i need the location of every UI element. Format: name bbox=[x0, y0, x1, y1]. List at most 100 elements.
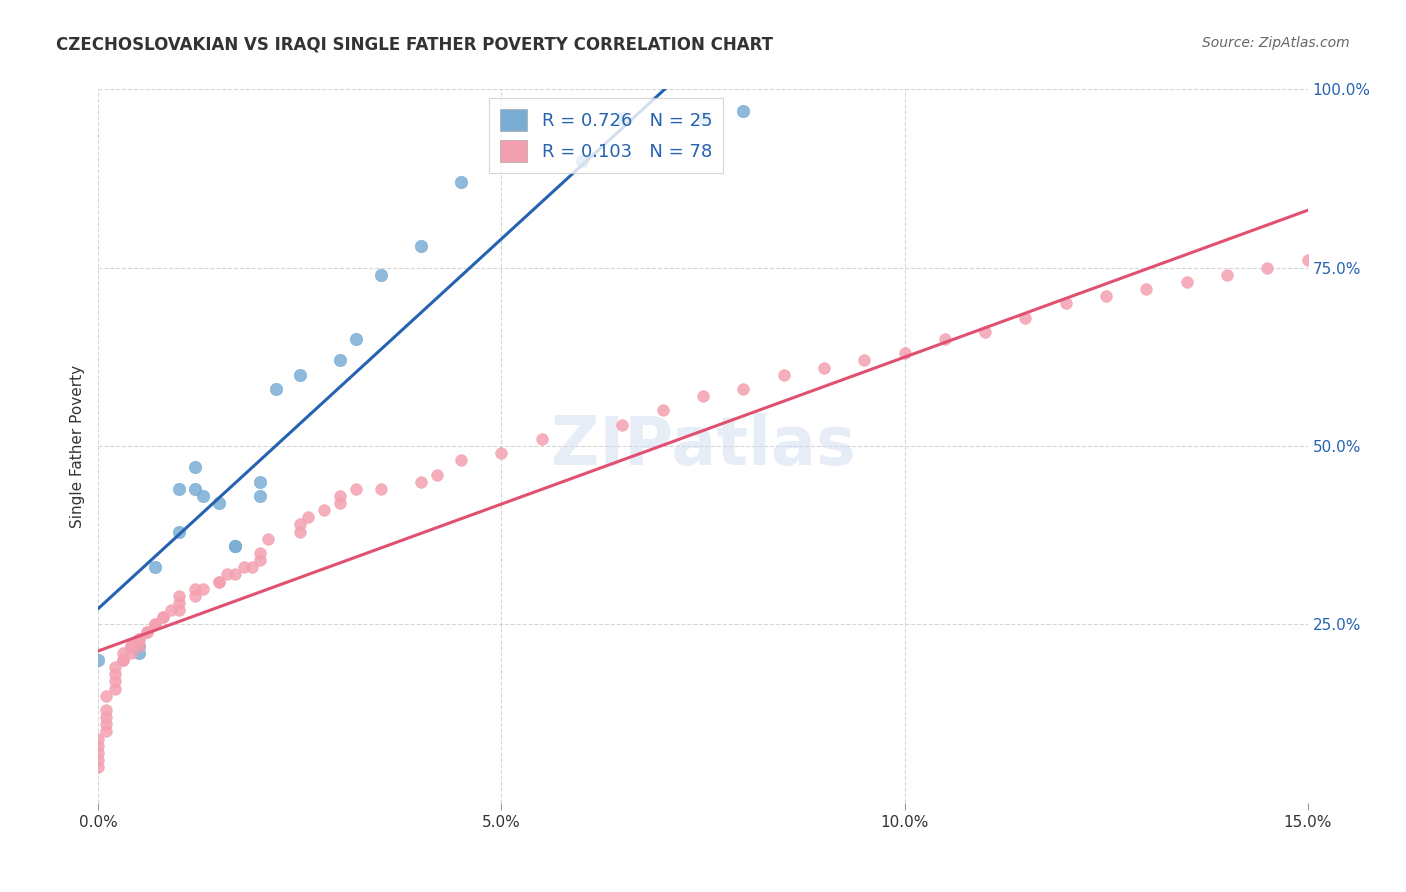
Point bbox=[143, 560, 166, 574]
Point bbox=[692, 111, 714, 125]
Point bbox=[329, 496, 352, 510]
Point bbox=[152, 610, 174, 624]
Point bbox=[167, 482, 190, 496]
Point bbox=[1216, 268, 1239, 282]
Point bbox=[1175, 275, 1198, 289]
Point bbox=[813, 360, 835, 375]
Point bbox=[111, 653, 134, 667]
Point bbox=[329, 489, 352, 503]
Point bbox=[96, 703, 118, 717]
Point bbox=[184, 582, 207, 596]
Point bbox=[264, 382, 287, 396]
Point bbox=[120, 646, 142, 660]
Point bbox=[167, 524, 190, 539]
Point bbox=[288, 524, 311, 539]
Point bbox=[571, 153, 593, 168]
Point bbox=[167, 603, 190, 617]
Point bbox=[103, 674, 125, 689]
Point bbox=[208, 496, 231, 510]
Point bbox=[135, 624, 157, 639]
Point bbox=[184, 589, 207, 603]
Text: CZECHOSLOVAKIAN VS IRAQI SINGLE FATHER POVERTY CORRELATION CHART: CZECHOSLOVAKIAN VS IRAQI SINGLE FATHER P… bbox=[56, 36, 773, 54]
Point bbox=[1296, 253, 1319, 268]
Point bbox=[96, 689, 118, 703]
Point bbox=[208, 574, 231, 589]
Point bbox=[409, 239, 432, 253]
Point bbox=[120, 639, 142, 653]
Point bbox=[111, 646, 134, 660]
Point bbox=[224, 539, 246, 553]
Point bbox=[96, 710, 118, 724]
Point bbox=[1135, 282, 1157, 296]
Point bbox=[167, 589, 190, 603]
Point bbox=[128, 639, 150, 653]
Point bbox=[491, 446, 513, 460]
Point bbox=[314, 503, 336, 517]
Point bbox=[288, 368, 311, 382]
Point bbox=[249, 546, 271, 560]
Point bbox=[87, 739, 110, 753]
Text: Source: ZipAtlas.com: Source: ZipAtlas.com bbox=[1202, 36, 1350, 50]
Point bbox=[128, 632, 150, 646]
Point bbox=[135, 624, 157, 639]
Point bbox=[111, 653, 134, 667]
Point bbox=[128, 646, 150, 660]
Point bbox=[193, 582, 215, 596]
Point bbox=[208, 574, 231, 589]
Point bbox=[1095, 289, 1118, 303]
Point bbox=[530, 432, 553, 446]
Point bbox=[256, 532, 278, 546]
Point bbox=[193, 489, 215, 503]
Point bbox=[297, 510, 319, 524]
Point bbox=[772, 368, 794, 382]
Point bbox=[450, 175, 472, 189]
Point bbox=[1054, 296, 1077, 310]
Point bbox=[853, 353, 876, 368]
Point bbox=[152, 610, 174, 624]
Point bbox=[232, 560, 254, 574]
Point bbox=[1376, 239, 1399, 253]
Point bbox=[240, 560, 263, 574]
Point bbox=[103, 667, 125, 681]
Point bbox=[344, 482, 367, 496]
Point bbox=[249, 475, 271, 489]
Point bbox=[370, 268, 392, 282]
Legend: R = 0.726   N = 25, R = 0.103   N = 78: R = 0.726 N = 25, R = 0.103 N = 78 bbox=[489, 98, 723, 173]
Point bbox=[87, 653, 110, 667]
Point bbox=[288, 517, 311, 532]
Point bbox=[87, 746, 110, 760]
Point bbox=[87, 753, 110, 767]
Point bbox=[974, 325, 997, 339]
Point bbox=[128, 639, 150, 653]
Point bbox=[224, 567, 246, 582]
Point bbox=[87, 731, 110, 746]
Point bbox=[934, 332, 956, 346]
Point bbox=[87, 760, 110, 774]
Y-axis label: Single Father Poverty: Single Father Poverty bbox=[69, 365, 84, 527]
Point bbox=[426, 467, 449, 482]
Point bbox=[651, 403, 673, 417]
Point bbox=[409, 475, 432, 489]
Point bbox=[160, 603, 183, 617]
Point bbox=[370, 482, 392, 496]
Point bbox=[692, 389, 714, 403]
Point bbox=[184, 482, 207, 496]
Point bbox=[612, 417, 634, 432]
Point bbox=[1337, 246, 1360, 260]
Point bbox=[143, 617, 166, 632]
Point bbox=[167, 596, 190, 610]
Point bbox=[733, 382, 755, 396]
Point bbox=[1256, 260, 1278, 275]
Point bbox=[128, 632, 150, 646]
Point bbox=[103, 660, 125, 674]
Point bbox=[143, 617, 166, 632]
Point bbox=[217, 567, 239, 582]
Point bbox=[1014, 310, 1036, 325]
Point bbox=[224, 539, 246, 553]
Point bbox=[103, 681, 125, 696]
Point bbox=[344, 332, 367, 346]
Point bbox=[120, 639, 142, 653]
Point bbox=[893, 346, 915, 360]
Point bbox=[733, 103, 755, 118]
Point bbox=[96, 724, 118, 739]
